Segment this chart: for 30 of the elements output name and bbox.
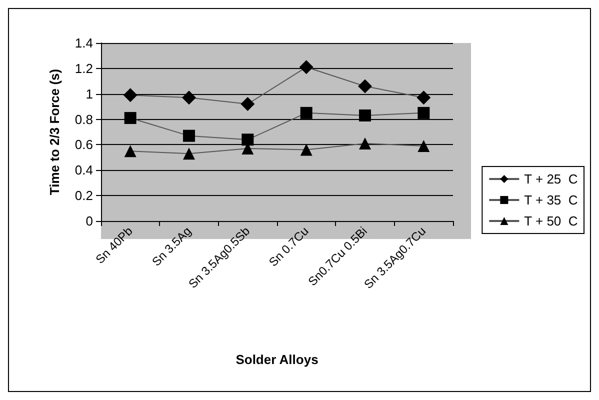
legend-label: T + 35 C (524, 192, 578, 208)
y-tick-label: 0.8 (74, 112, 93, 127)
point (416, 90, 431, 105)
y-tick-label: 1.2 (74, 60, 93, 76)
point (299, 60, 314, 74)
point (418, 140, 430, 152)
point (124, 145, 136, 158)
point (183, 148, 195, 160)
y-tick-label: 0 (86, 214, 93, 228)
point (240, 97, 255, 112)
point (418, 106, 430, 119)
point (300, 144, 312, 156)
y-axis-title: Time to 2/3 Force (s) (47, 68, 62, 196)
point (242, 134, 254, 146)
point (358, 79, 372, 94)
legend-label: T + 50 C (524, 214, 578, 228)
point (359, 109, 371, 122)
point (123, 88, 138, 102)
point (359, 137, 371, 150)
point (182, 90, 196, 105)
point (300, 106, 312, 119)
point (183, 130, 195, 142)
y-tick-label: 0.2 (74, 188, 93, 204)
y-tick-label: 0.4 (74, 162, 93, 178)
point (124, 112, 136, 124)
y-tick-label: 1 (86, 86, 93, 102)
x-axis-title: Solder Alloys (236, 352, 318, 367)
y-tick-label: 1.4 (74, 36, 93, 50)
y-tick-label: 0.6 (74, 137, 93, 152)
legend-label: T + 25 C (524, 172, 578, 186)
